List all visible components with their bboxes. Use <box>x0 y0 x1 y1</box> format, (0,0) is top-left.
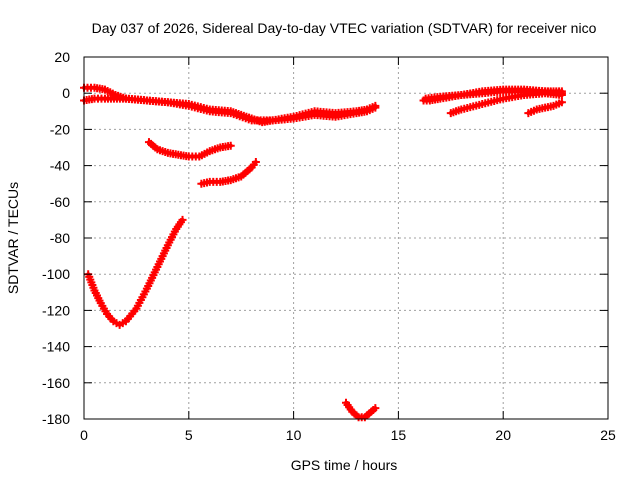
data-point <box>251 157 260 166</box>
y-tick-label: -180 <box>42 411 70 427</box>
y-tick-label: -60 <box>50 194 70 210</box>
data-point <box>371 404 380 413</box>
y-tick-label: -140 <box>42 339 70 355</box>
y-tick-label: 0 <box>62 85 70 101</box>
y-tick-label: -100 <box>42 266 70 282</box>
x-tick-label: 10 <box>286 427 302 443</box>
x-tick-label: 5 <box>185 427 193 443</box>
y-axis-label: SDTVAR / TECUs <box>5 182 21 294</box>
data-point <box>371 103 380 112</box>
y-tick-label: 20 <box>54 49 70 65</box>
data-point <box>226 141 235 150</box>
y-tick-label: -160 <box>42 375 70 391</box>
data-point <box>557 98 566 107</box>
y-tick-label: -80 <box>50 230 70 246</box>
chart-title: Day 037 of 2026, Sidereal Day-to-day VTE… <box>92 20 597 36</box>
data-point <box>178 215 187 224</box>
y-tick-label: -120 <box>42 302 70 318</box>
x-axis-label: GPS time / hours <box>291 457 398 473</box>
x-tick-label: 15 <box>391 427 407 443</box>
axis-ticks: 0 5 10 15 20 25 20 0 -20 -40 -60 -80 -100 -120 -140 -16… <box>42 49 616 443</box>
y-tick-label: -20 <box>50 121 70 137</box>
data-points <box>80 83 566 422</box>
x-tick-label: 20 <box>495 427 511 443</box>
y-tick-label: -40 <box>50 158 70 174</box>
x-tick-label: 0 <box>80 427 88 443</box>
data-point <box>557 91 566 100</box>
x-tick-label: 25 <box>600 427 616 443</box>
